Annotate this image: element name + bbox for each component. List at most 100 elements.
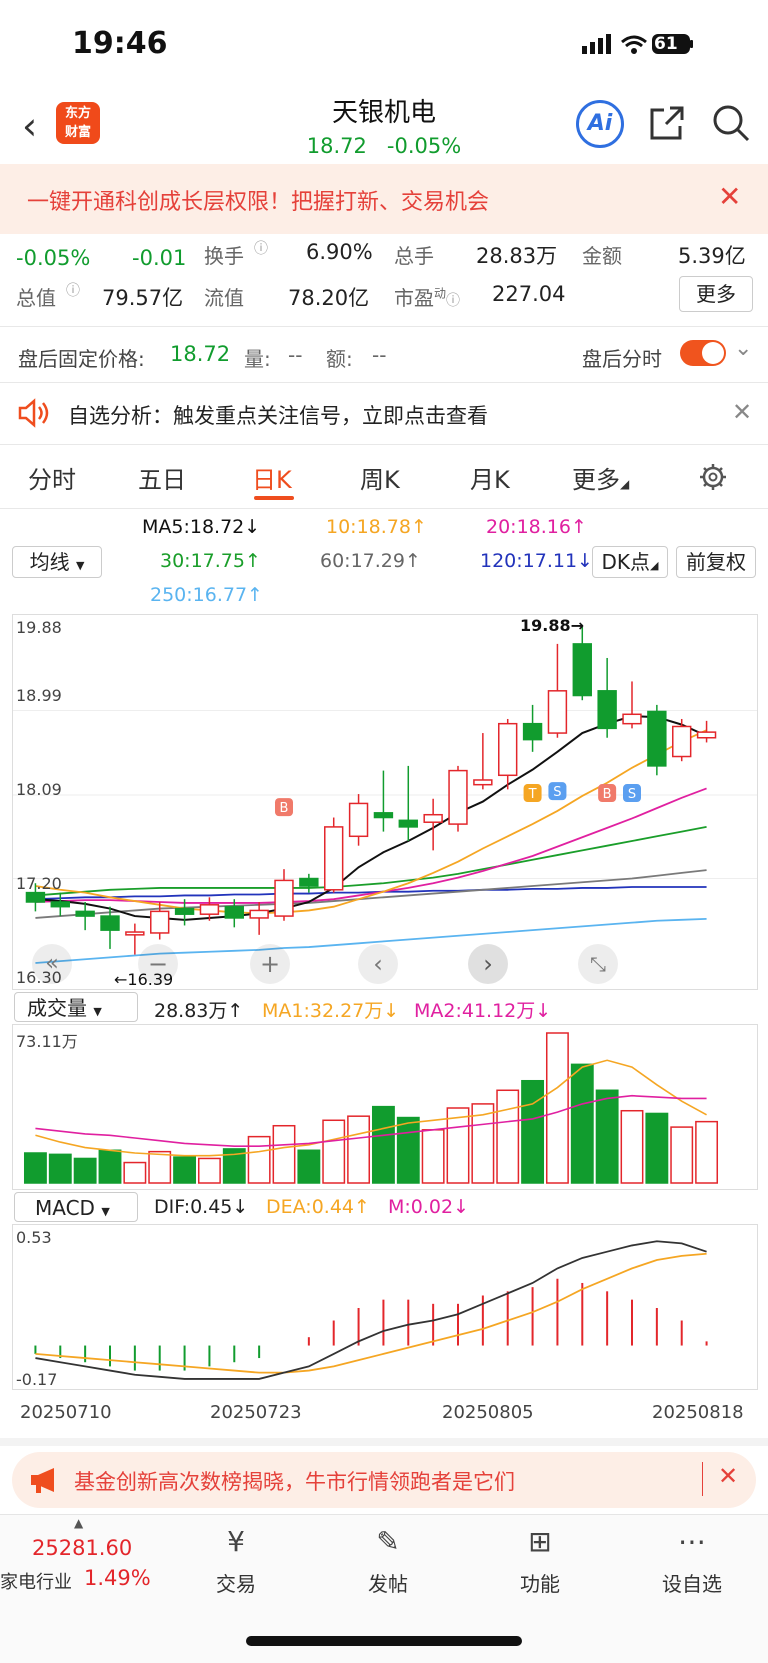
signal-label: B xyxy=(603,787,612,802)
signal-badge xyxy=(523,784,542,803)
functions-icon[interactable]: ⊞ xyxy=(528,1525,552,1558)
dk-point-button[interactable]: DK点◢ xyxy=(592,546,668,578)
status-time: 19:46 xyxy=(72,26,168,61)
tab-five-day[interactable]: 五日 xyxy=(138,466,186,494)
share-icon[interactable] xyxy=(648,104,686,142)
nav-trade[interactable]: 交易 xyxy=(216,1572,256,1596)
volume-bar xyxy=(595,1089,619,1184)
nav-functions[interactable]: 功能 xyxy=(520,1572,560,1596)
app-logo[interactable]: 东方 财富 xyxy=(56,102,100,144)
close-icon[interactable]: ✕ xyxy=(718,180,742,213)
tab-intraday[interactable]: 分时 xyxy=(28,466,76,494)
ma-selector[interactable]: 均线 ▼ xyxy=(12,546,102,578)
volume-bar xyxy=(645,1112,669,1184)
tab-daily-k[interactable]: 日K xyxy=(252,466,292,494)
macd-dea-line xyxy=(35,1252,707,1374)
volume-chart[interactable] xyxy=(12,1024,758,1190)
volume-bar xyxy=(496,1089,520,1184)
stock-price-line: 18.72 -0.05% xyxy=(0,134,768,158)
more-dots-icon[interactable]: ⋯ xyxy=(678,1525,706,1558)
turnover-label: 换手 xyxy=(204,244,244,268)
after-hours-vol-label: 量: xyxy=(244,347,271,371)
scroll-right-icon[interactable]: › xyxy=(468,944,508,984)
volume-indicator-selector[interactable]: 成交量 ▼ xyxy=(14,992,138,1022)
promo-banner[interactable]: 一键开通科创成长层权限！把握打新、交易机会 ✕ xyxy=(0,164,768,234)
info-icon[interactable]: ⓘ xyxy=(254,241,268,257)
info-icon[interactable]: ⓘ xyxy=(66,283,80,299)
signal-badge xyxy=(548,782,567,801)
candle xyxy=(324,826,344,891)
candle xyxy=(75,910,95,917)
post-icon[interactable]: ✎ xyxy=(376,1525,400,1558)
adjust-button[interactable]: 前复权 xyxy=(676,546,756,578)
ma10-line xyxy=(35,729,707,915)
candle xyxy=(696,731,717,739)
signal-label: S xyxy=(553,785,561,800)
after-hours-amt: -- xyxy=(372,343,387,367)
pe-sup: 动 xyxy=(434,286,447,301)
tab-more-label: 更多 xyxy=(572,466,620,494)
macd-selector-label: MACD xyxy=(35,1196,95,1220)
candle xyxy=(348,802,369,838)
zoom-in-icon[interactable]: + xyxy=(250,944,290,984)
candle xyxy=(622,713,642,725)
more-button[interactable]: 更多 xyxy=(679,276,753,312)
tab-monthly-k[interactable]: 月K xyxy=(470,466,510,494)
logo-text-1: 东方 xyxy=(64,106,91,121)
candle xyxy=(199,904,220,915)
signal-label: B xyxy=(280,801,289,816)
ma250-label: 250:16.77↑ xyxy=(150,584,263,606)
tab-weekly-k[interactable]: 周K xyxy=(360,466,400,494)
ad-banner[interactable]: 基金创新高次数榜揭晓，牛市行情领跑者是它们 ✕ xyxy=(12,1452,756,1508)
ma250-line xyxy=(35,917,707,964)
zoom-out-icon[interactable]: − xyxy=(138,944,178,984)
industry-index-value[interactable]: 25281.60 xyxy=(32,1536,133,1560)
industry-index-pct: 1.49% xyxy=(84,1566,151,1590)
tab-more[interactable]: 更多◢ xyxy=(572,460,629,495)
after-hours-toggle[interactable] xyxy=(680,340,726,366)
expand-up-icon[interactable]: ▲ xyxy=(74,1516,84,1530)
scroll-left-fast-icon[interactable]: « xyxy=(32,944,72,984)
ma-selector-label: 均线 xyxy=(29,550,70,574)
caret-icon: ◢ xyxy=(620,477,630,491)
settings-icon[interactable] xyxy=(698,462,728,492)
notice-text[interactable]: 自选分析：触发重点关注信号，立即点击查看 xyxy=(68,404,488,428)
macd-indicator-selector[interactable]: MACD ▼ xyxy=(14,1192,138,1222)
close-icon[interactable]: ✕ xyxy=(718,1462,739,1490)
divider xyxy=(0,1438,768,1446)
float-label: 流值 xyxy=(204,286,244,310)
amount-value: 5.39亿 xyxy=(678,244,746,268)
ma30-line xyxy=(35,826,707,897)
fullscreen-icon[interactable]: ⤡ xyxy=(578,944,618,984)
close-icon[interactable]: ✕ xyxy=(732,398,753,426)
ma5-line xyxy=(35,715,707,921)
kline-chart[interactable]: B T S B S xyxy=(12,614,758,990)
ai-button[interactable]: Ai xyxy=(576,100,624,148)
scroll-left-icon[interactable]: ‹ xyxy=(358,944,398,984)
nav-post[interactable]: 发帖 xyxy=(368,1572,408,1596)
stock-name: 天银机电 xyxy=(331,98,436,128)
ma20-label: 20:18.16↑ xyxy=(486,516,587,538)
industry-name[interactable]: 家电行业 xyxy=(0,1572,72,1593)
candle xyxy=(274,879,294,917)
search-icon[interactable] xyxy=(710,102,752,144)
date-label: 20250818 xyxy=(652,1402,744,1423)
megaphone-icon xyxy=(31,1468,54,1493)
info-icon[interactable]: ⓘ xyxy=(446,293,461,309)
caret-icon: ▼ xyxy=(75,559,85,572)
ma20-line xyxy=(35,787,707,904)
volume-bar xyxy=(545,1032,569,1184)
candle xyxy=(672,725,692,758)
back-icon[interactable]: ‹ xyxy=(22,104,38,148)
amount-label: 金额 xyxy=(582,244,622,268)
nav-add-watchlist[interactable]: 设自选 xyxy=(662,1572,722,1596)
macd-chart[interactable] xyxy=(12,1224,758,1390)
volume-bar xyxy=(620,1109,644,1184)
float-value: 78.20亿 xyxy=(288,286,370,310)
date-label: 20250710 xyxy=(20,1402,112,1423)
volume-bar xyxy=(446,1107,470,1184)
divider xyxy=(0,382,768,383)
chevron-down-icon[interactable]: ⌄ xyxy=(734,336,753,361)
trade-icon[interactable]: ¥ xyxy=(227,1525,245,1558)
battery-level: 61 xyxy=(654,34,678,54)
